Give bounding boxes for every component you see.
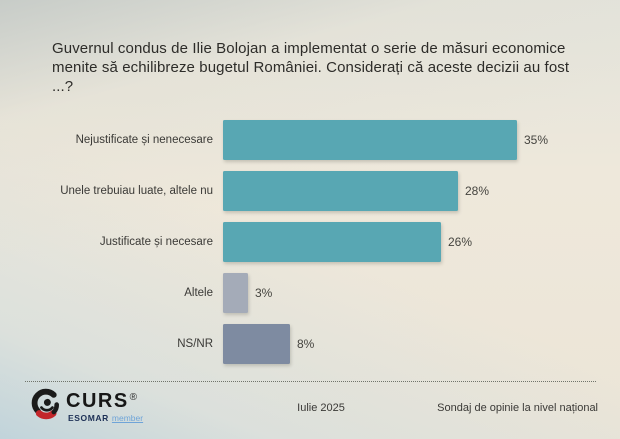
curs-swirl-icon xyxy=(31,388,60,420)
category-label: Altele xyxy=(184,287,213,299)
category-label: NS/NR xyxy=(177,338,213,350)
registered-mark: ® xyxy=(129,392,138,403)
bar xyxy=(223,171,458,211)
esomar-line: ESOMAR member xyxy=(66,413,143,423)
esomar-member-label: member xyxy=(111,413,144,423)
bar xyxy=(223,222,441,262)
value-label: 28% xyxy=(465,184,490,198)
category-label: Nejustificate și nenecesare xyxy=(75,134,213,146)
curs-logo-text: CURS xyxy=(66,390,129,412)
survey-scope-note: Sondaj de opinie la nivel național xyxy=(437,402,598,414)
value-label: 35% xyxy=(524,133,549,147)
survey-date: Iulie 2025 xyxy=(297,402,345,414)
bar-chart: Nejustificate și nenecesare 35% Unele treb… xyxy=(0,120,620,375)
bar xyxy=(223,324,290,364)
chart-row: NS/NR 8% xyxy=(0,324,620,364)
value-label: 26% xyxy=(448,235,473,249)
page-title: Guvernul condus de Ilie Bolojan a implem… xyxy=(52,40,570,95)
category-label: Unele trebuiau luate, altele nu xyxy=(60,185,213,197)
chart-row: Unele trebuiau luate, altele nu 28% xyxy=(0,171,620,211)
chart-row: Justificate și necesare 26% xyxy=(0,222,620,262)
chart-row: Altele 3% xyxy=(0,273,620,313)
category-label: Justificate și necesare xyxy=(99,236,213,248)
footer-divider xyxy=(25,381,596,382)
curs-logo: CURS® ESOMAR member xyxy=(31,388,143,423)
bar xyxy=(223,120,517,160)
bar xyxy=(223,273,248,313)
chart-row: Nejustificate și nenecesare 35% xyxy=(0,120,620,160)
esomar-label: ESOMAR xyxy=(68,413,109,423)
value-label: 3% xyxy=(255,286,273,300)
value-label: 8% xyxy=(297,337,315,351)
